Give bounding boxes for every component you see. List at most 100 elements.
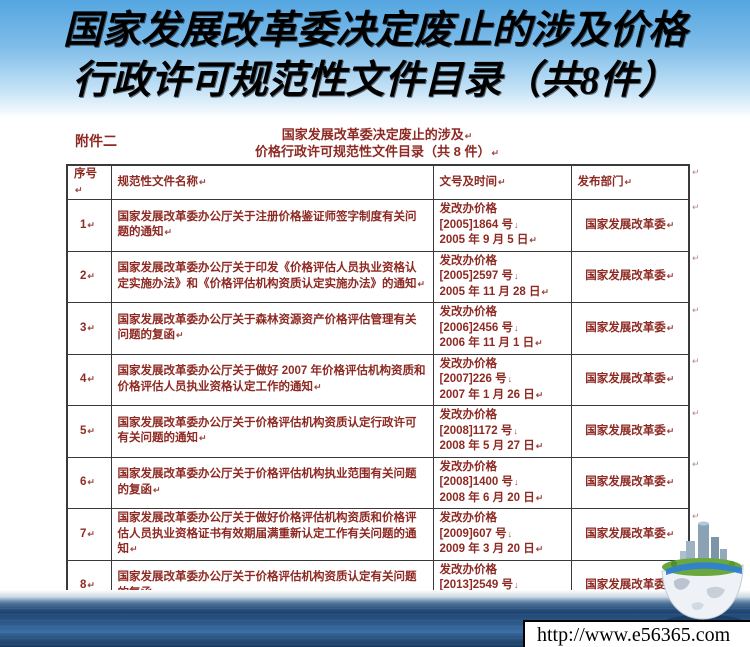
paragraph-mark-icon: ↵ [87, 374, 95, 384]
issuing-dept-cell: 国家发展改革委↵ [570, 456, 690, 509]
table-header-row: 序号↵ 规范性文件名称↵ 文号及时间↵ 发布部门↵ [66, 164, 690, 200]
end-of-row-mark-icon: ↵ [692, 253, 700, 263]
ocean-footer-band [0, 590, 750, 647]
paragraph-mark-icon: ↵ [87, 219, 95, 230]
paragraph-mark-icon: ↵ [535, 441, 544, 451]
end-of-row-mark-icon: ↵ [692, 408, 700, 418]
header-serial-number: 序号↵ [66, 164, 112, 200]
paragraph-mark-icon: ↵ [535, 544, 544, 554]
paragraph-mark-icon: ↵ [666, 322, 675, 333]
table-body: 1↵ 国家发展改革委办公厅关于注册价格鉴证师签字制度有关问题的通知↵ 发改办价格 [2… [66, 199, 690, 613]
paragraph-mark-icon: ↵ [666, 477, 675, 487]
building [686, 541, 695, 565]
paragraph-mark-icon: ↵ [417, 278, 426, 289]
document-name-cell: 国家发展改革委办公厅关于价格评估机构资质认定行政许可有关问题的通知↵ [110, 405, 434, 458]
paragraph-mark-icon: ↵ [199, 176, 207, 187]
doc-number-date-cell: 发改办价格 [2005]2597 号↓ 2005 年 11 月 28 日↵ [432, 250, 572, 303]
document-subtitle-line2: 价格行政许可规范性文件目录（共 8 件）↵ [66, 144, 688, 161]
slide-title-line1: 国家发展改革委决定废止的涉及价格 [62, 9, 687, 52]
end-of-row-mark-icon: ↵ [692, 305, 700, 315]
paragraph-mark-icon: ↵ [541, 286, 550, 297]
paragraph-mark-icon: ↵ [164, 227, 173, 238]
paragraph-mark-icon: ↵ [535, 389, 544, 400]
document-name-cell: 国家发展改革委办公厅关于森林资源资产价格评估管理有关问题的复函↵ [110, 302, 434, 355]
line-break-mark-icon: ↓ [507, 374, 513, 384]
issuing-dept-cell: 国家发展改革委↵ [570, 405, 690, 458]
end-of-row-mark-icon: ↵ [692, 356, 700, 366]
row-number-cell: 2↵ [66, 250, 112, 303]
tree [729, 561, 735, 567]
paragraph-mark-icon: ↵ [529, 235, 537, 245]
document-subtitle-line1: 国家发展改革委决定废止的涉及↵ [66, 127, 688, 144]
paragraph-mark-icon: ↵ [624, 176, 633, 187]
doc-number-date-cell: 发改办价格 [2005]1864 号↓ 2005 年 9 月 5 日↵ [432, 199, 572, 252]
paragraph-mark-icon: ↵ [666, 528, 675, 539]
abolished-documents-table: 序号↵ 规范性文件名称↵ 文号及时间↵ 发布部门↵ 1↵ 国家发展改革委办公厅关于… [66, 164, 690, 613]
table-row: 3↵ 国家发展改革委办公厅关于森林资源资产价格评估管理有关问题的复函↵ 发改办价格[… [66, 302, 690, 355]
subtitle-text-1: 国家发展改革委决定废止的涉及 [281, 127, 464, 142]
table-row: 1↵ 国家发展改革委办公厅关于注册价格鉴证师签字制度有关问题的通知↵ 发改办价格 [2… [66, 199, 690, 252]
document-name-cell: 国家发展改革委办公厅关于做好价格评估机构资质和价格评估人员执业资格证书有效期届满… [110, 508, 434, 561]
paragraph-mark-icon: ↵ [87, 322, 95, 333]
paragraph-mark-icon: ↵ [176, 330, 184, 341]
attachment-label: 附件二 [75, 133, 117, 149]
slide-title-line2: 行政许可规范性文件目录（共8件） [72, 59, 678, 102]
line-break-mark-icon: ↓ [514, 580, 519, 590]
document-name-cell: 国家发展改革委办公厅关于印发《价格评估人员执业资格认定实施办法》和《价格评估机构… [110, 250, 434, 303]
table-row: 4↵ 国家发展改革委办公厅关于做好 2007 年价格评估机构资质和价格评估人员执业… [66, 353, 690, 406]
table-row: 5↵ 国家发展改革委办公厅关于价格评估机构资质认定行政许可有关问题的通知↵ 发改办价… [66, 405, 690, 458]
line-break-mark-icon: ↓ [514, 322, 519, 333]
document-name-cell: 国家发展改革委办公厅关于注册价格鉴证师签字制度有关问题的通知↵ [110, 199, 434, 252]
title-banner [0, 0, 750, 118]
subtitle-text-2: 价格行政许可规范性文件目录（共 8 件） [254, 144, 491, 159]
paragraph-mark-icon: ↵ [535, 492, 544, 503]
doc-number-date-cell: 发改办价格 [2007]226 号↓ 2007 年 1 月 26 日↵ [432, 353, 572, 406]
paragraph-mark-icon: ↵ [87, 477, 95, 487]
website-url[interactable]: http://www.e56365.com [523, 620, 750, 647]
end-of-row-mark-icon: ↵ [692, 511, 700, 521]
paragraph-mark-icon: ↵ [87, 580, 95, 590]
paragraph-mark-icon: ↵ [498, 176, 506, 187]
doc-number-date-cell: 发改办价格 [2009]607 号↓ 2009 年 3 月 20 日↵ [432, 508, 572, 561]
document-name-cell: 国家发展改革委办公厅关于价格评估机构执业范围有关问题的复函↵ [110, 456, 434, 509]
paragraph-mark-icon: ↵ [666, 374, 675, 384]
doc-number-date-cell: 发改办价格 [2008]1400 号↓ 2008 年 6 月 20 日↵ [432, 456, 572, 509]
paragraph-mark-icon: ↵ [666, 425, 675, 436]
line-break-mark-icon: ↓ [514, 271, 519, 281]
paragraph-mark-icon: ↵ [87, 425, 95, 436]
row-number-cell: 5↵ [66, 405, 112, 458]
paragraph-mark-icon: ↵ [87, 528, 95, 539]
end-of-row-mark-icon: ↵ [692, 167, 700, 177]
line-break-mark-icon: ↓ [507, 528, 513, 539]
skyscraper-building [698, 523, 709, 565]
paragraph-mark-icon: ↵ [535, 338, 543, 348]
paragraph-mark-icon: ↵ [491, 148, 499, 158]
line-break-mark-icon: ↓ [514, 477, 519, 487]
building-roof [698, 521, 709, 526]
document-subtitle: 国家发展改革委决定废止的涉及↵ 价格行政许可规范性文件目录（共 8 件）↵ [66, 127, 688, 161]
row-number-cell: 4↵ [66, 353, 112, 406]
map-continent-shape [691, 602, 704, 611]
row-number-cell: 3↵ [66, 302, 112, 355]
paragraph-mark-icon: ↵ [130, 544, 138, 554]
issuing-dept-cell: 国家发展改革委↵ [570, 199, 690, 252]
building [711, 537, 719, 565]
website-url-text: http://www.e56365.com [537, 624, 731, 646]
table-row: 6↵ 国家发展改革委办公厅关于价格评估机构执业范围有关问题的复函↵ 发改办价格 [20… [66, 456, 690, 509]
table-row: 7↵ 国家发展改革委办公厅关于做好价格评估机构资质和价格评估人员执业资格证书有效期… [66, 508, 690, 561]
globe-city-illustration [661, 521, 744, 629]
line-break-mark-icon: ↓ [513, 425, 518, 436]
doc-number-date-cell: 发改办价格 [2008]1172 号↓ 2008 年 5 月 27 日↵ [432, 405, 572, 458]
building [680, 551, 686, 565]
header-doc-number-date: 文号及时间↵ [432, 164, 572, 200]
blue-road [666, 562, 742, 575]
paragraph-mark-icon: ↵ [199, 433, 207, 444]
end-of-row-mark-icon: ↵ [692, 459, 700, 469]
paragraph-mark-icon: ↵ [314, 381, 322, 392]
header-issuing-dept: 发布部门↵ [570, 164, 690, 200]
table-row: 2↵ 国家发展改革委办公厅关于印发《价格评估人员执业资格认定实施办法》和《价格评估… [66, 250, 690, 303]
issuing-dept-cell: 国家发展改革委↵ [570, 302, 690, 355]
doc-number-date-cell: 发改办价格 [2006]2456 号↓ 2006 年 11 月 1 日↵ [432, 302, 572, 355]
row-number-cell: 7↵ [66, 508, 112, 561]
